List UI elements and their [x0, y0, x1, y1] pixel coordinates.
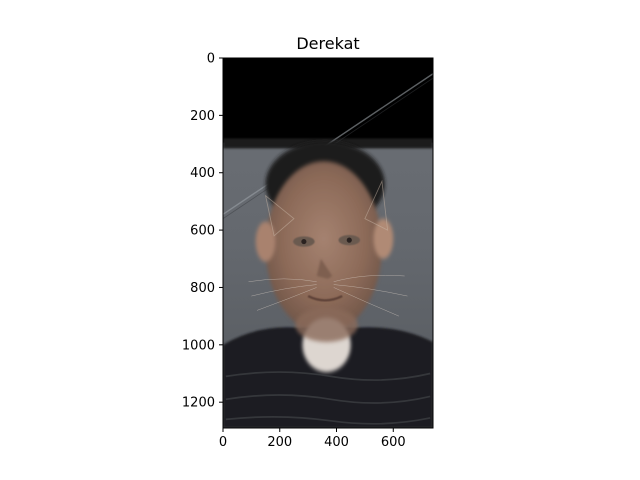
y-tick-label: 600	[190, 224, 215, 239]
y-tick-label: 1200	[182, 396, 215, 411]
image-art	[223, 58, 433, 428]
mouth	[307, 295, 343, 302]
whiskers	[248, 275, 408, 317]
x-axis-ticks: 0 200 400 600	[219, 428, 406, 450]
y-tick-label: 0	[207, 52, 215, 67]
y-tick-label: 200	[190, 109, 215, 124]
right-ear	[373, 218, 394, 259]
neck-shadow	[295, 307, 358, 342]
left-pupil	[301, 238, 307, 245]
chart-title: Derekat	[296, 34, 359, 53]
x-tick-label: 400	[324, 435, 349, 450]
cat-ear-left	[264, 194, 295, 237]
black-band	[223, 58, 433, 143]
axes-frame	[222, 57, 434, 429]
left-ear	[255, 221, 276, 262]
shirt-stripes	[225, 371, 431, 425]
right-pupil	[346, 237, 352, 243]
y-tick-label: 1000	[182, 338, 215, 353]
x-tick-label: 600	[381, 435, 406, 450]
y-tick-label: 800	[190, 281, 215, 296]
cat-ear-right	[364, 179, 389, 231]
x-tick-label: 0	[219, 435, 227, 450]
nose	[316, 258, 333, 279]
hybrid-image	[223, 58, 433, 428]
face	[265, 161, 382, 334]
y-axis-ticks: 0 200 400 600 800 1000 1200	[182, 52, 223, 411]
y-tick-label: 400	[190, 166, 215, 181]
x-tick-label: 200	[267, 435, 292, 450]
